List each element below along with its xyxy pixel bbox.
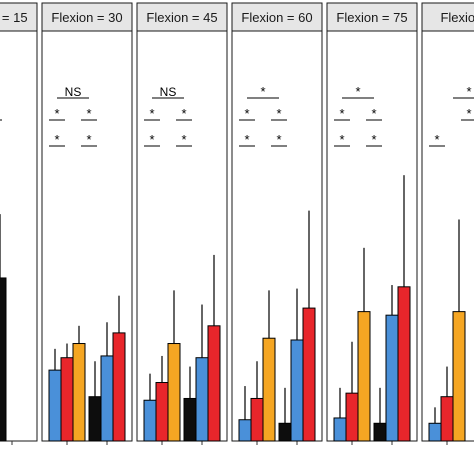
bar (0, 277, 7, 442)
bar (345, 392, 359, 442)
facet-panel: Flexion = 75 * * * * * (326, 2, 418, 445)
bar (195, 357, 209, 442)
facet-panel: Flexion = * * * (421, 2, 474, 445)
bar (238, 419, 252, 442)
significance-label: * (466, 84, 471, 99)
bar (112, 332, 126, 442)
significance-label: NS (65, 85, 82, 99)
facet-panel: Flexion = 60 * * * * * (231, 2, 323, 445)
facet-strip (41, 2, 133, 32)
bar (167, 343, 181, 442)
bar (250, 397, 264, 442)
facet-panel: Flexion = 15—** (0, 2, 38, 445)
facet-strip (231, 2, 323, 32)
significance-label: * (260, 84, 265, 99)
bar (428, 422, 442, 442)
significance-label: * (149, 132, 154, 147)
bar (278, 422, 292, 442)
bar (452, 311, 466, 442)
significance-label: * (371, 132, 376, 147)
facet-strip-label: Flexion = (440, 10, 474, 25)
bar (143, 399, 157, 442)
bar (373, 422, 387, 442)
bar (48, 369, 62, 442)
bar (440, 396, 454, 442)
facet-strip-label: Flexion = 60 (241, 10, 312, 25)
facet-strip-label: Flexion = 75 (336, 10, 407, 25)
bar (290, 339, 304, 442)
significance-label: * (466, 106, 471, 121)
bar (155, 382, 169, 442)
significance-label: * (371, 106, 376, 121)
bar (207, 325, 221, 442)
bar (385, 314, 399, 442)
bar (302, 307, 316, 442)
bar (262, 337, 276, 442)
significance-label: * (149, 106, 154, 121)
bar (72, 343, 86, 442)
facet-strip-label: Flexion = 15 (0, 10, 28, 25)
bar (333, 417, 347, 442)
facet-strip (0, 2, 38, 32)
significance-label: * (181, 106, 186, 121)
bar (183, 397, 197, 442)
significance-label: * (276, 132, 281, 147)
facet-strip-label: Flexion = 45 (146, 10, 217, 25)
significance-label: * (86, 106, 91, 121)
facet-panel: Flexion = 45 * * * * NS (136, 2, 228, 445)
significance-label: * (339, 132, 344, 147)
bar (60, 357, 74, 442)
significance-label: * (339, 106, 344, 121)
significance-label: * (244, 132, 249, 147)
bar (397, 286, 411, 442)
significance-label: * (355, 84, 360, 99)
significance-label: * (86, 132, 91, 147)
significance-label: * (181, 132, 186, 147)
significance-label: * (434, 132, 439, 147)
significance-label: * (276, 106, 281, 121)
significance-label: * (54, 132, 59, 147)
significance-label: * (244, 106, 249, 121)
bar (88, 396, 102, 442)
facet-strip-label: Flexion = 30 (51, 10, 122, 25)
bar (100, 355, 114, 442)
bar (357, 311, 371, 442)
facet-panels: Flexion = 15—**Flexion = 30****NSFlexion… (0, 2, 474, 445)
significance-label: NS (160, 85, 177, 99)
facet-panel: Flexion = 30 * * * * NS (41, 2, 133, 445)
significance-label: * (54, 106, 59, 121)
